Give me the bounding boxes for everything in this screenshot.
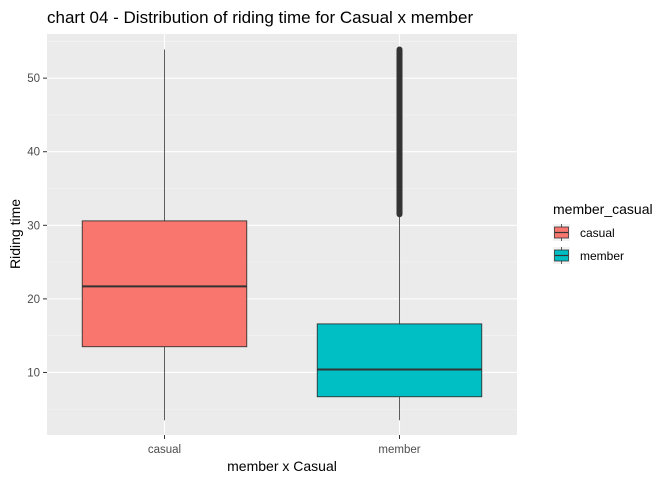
legend-title: member_casual (553, 201, 653, 217)
legend-items: casual member (553, 224, 624, 264)
x-axis-title: member x Casual (227, 458, 337, 474)
box-body (316, 323, 483, 398)
y-tick-label: 20 (27, 294, 40, 306)
box-member (316, 46, 483, 421)
legend-label: casual (580, 226, 615, 240)
axes: 10 20 30 40 50 casual member (27, 73, 421, 456)
x-tick-label: member (378, 444, 420, 456)
y-tick-label: 50 (27, 73, 40, 85)
legend-item-member: member (553, 247, 624, 264)
y-axis-title: Riding time (7, 199, 23, 269)
box-body (81, 220, 248, 348)
y-tick-label: 40 (27, 147, 40, 159)
chart-title: chart 04 - Distribution of riding time f… (47, 8, 473, 27)
legend-item-casual: casual (553, 224, 615, 241)
x-tick-label: casual (148, 444, 181, 456)
box-casual (81, 49, 248, 421)
legend: member_casual casual member (553, 201, 653, 264)
legend-label: member (580, 249, 624, 263)
y-tick-label: 30 (27, 220, 40, 232)
y-tick-label: 10 (27, 367, 40, 379)
boxes (81, 46, 483, 421)
